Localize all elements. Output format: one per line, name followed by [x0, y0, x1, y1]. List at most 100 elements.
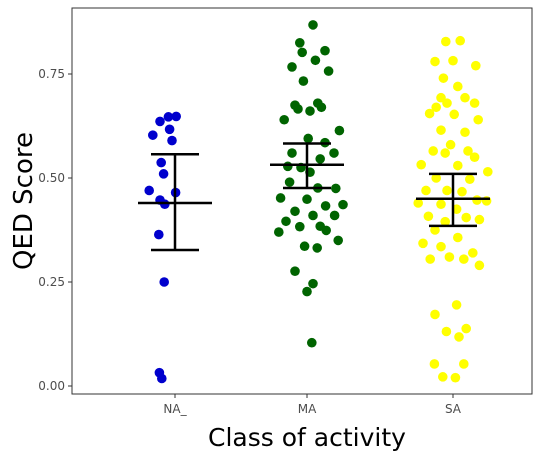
y-tick-label: 0.75: [38, 67, 65, 81]
data-point: [455, 35, 466, 46]
data-point: [453, 232, 463, 243]
data-point: [295, 38, 305, 48]
data-point: [453, 81, 463, 92]
data-point: [308, 210, 318, 221]
data-point: [329, 210, 340, 221]
data-point: [144, 185, 154, 196]
data-point: [413, 198, 424, 208]
data-point: [298, 76, 309, 86]
data-point: [461, 212, 472, 223]
data-point: [473, 114, 484, 125]
data-point: [430, 225, 440, 235]
data-point: [429, 359, 440, 369]
data-point: [440, 148, 451, 158]
data-point: [297, 47, 308, 58]
data-point: [302, 286, 312, 297]
data-point: [442, 185, 452, 196]
data-point: [275, 193, 286, 203]
data-point: [441, 326, 452, 337]
data-point: [320, 45, 330, 56]
y-axis: 0.00 0.25 0.50 0.75: [38, 67, 72, 393]
data-point: [448, 55, 458, 66]
data-point: [465, 174, 475, 185]
data-point: [460, 127, 470, 138]
data-point: [157, 373, 167, 384]
data-point: [308, 20, 318, 30]
data-point: [424, 108, 435, 119]
data-point: [416, 159, 427, 170]
data-point: [460, 92, 470, 103]
data-point: [423, 211, 434, 222]
data-point: [438, 372, 448, 382]
y-tick-label: 0.50: [38, 171, 65, 185]
data-point: [463, 146, 473, 156]
plot-panel: [71, 7, 533, 395]
data-point: [474, 260, 485, 271]
data-point: [334, 125, 345, 136]
data-point: [428, 146, 439, 156]
data-point: [431, 173, 442, 183]
data-point: [459, 254, 469, 264]
data-point: [307, 337, 317, 348]
data-point: [295, 221, 305, 232]
data-point: [293, 104, 303, 114]
data-point: [468, 248, 478, 258]
data-point: [158, 169, 169, 179]
data-point: [441, 36, 451, 47]
data-point: [469, 98, 480, 108]
data-point: [163, 112, 174, 122]
data-point: [154, 229, 164, 240]
data-point: [436, 199, 446, 210]
data-point: [445, 139, 456, 150]
data-point: [320, 201, 331, 211]
data-point: [156, 157, 166, 168]
data-point: [299, 241, 310, 252]
data-point: [430, 309, 440, 320]
y-axis-title: QED Score: [9, 132, 39, 270]
data-point: [159, 277, 169, 287]
data-point: [450, 372, 461, 383]
y-tick-label: 0.00: [38, 379, 65, 393]
data-point: [459, 359, 469, 369]
data-point: [469, 152, 480, 162]
data-point: [471, 60, 481, 71]
data-point: [155, 116, 165, 127]
data-point: [315, 154, 326, 164]
data-point: [442, 98, 452, 108]
data-point: [483, 166, 493, 177]
data-points: [144, 20, 493, 384]
x-axis: NA_ MA SA: [163, 394, 462, 416]
data-point: [283, 161, 293, 172]
data-point: [303, 133, 314, 144]
data-point: [148, 130, 158, 140]
data-point: [302, 194, 312, 205]
data-point: [287, 62, 297, 72]
data-point: [430, 56, 440, 67]
data-point: [281, 216, 291, 227]
data-point: [305, 106, 315, 116]
data-point: [457, 186, 467, 197]
data-point: [312, 243, 323, 253]
data-point: [310, 55, 321, 66]
data-point: [323, 66, 334, 76]
data-point: [431, 102, 442, 113]
y-tick-label: 0.25: [38, 275, 65, 289]
data-point: [474, 214, 485, 225]
data-point: [453, 160, 463, 171]
data-point: [287, 148, 297, 158]
data-point: [329, 148, 339, 158]
data-point: [316, 102, 327, 113]
data-point: [164, 124, 175, 135]
data-point: [315, 221, 326, 232]
data-point: [454, 332, 464, 342]
data-point: [290, 266, 300, 276]
x-tick-label: NA_: [163, 402, 187, 416]
data-point: [436, 125, 446, 135]
data-point: [274, 227, 284, 237]
data-point: [436, 241, 446, 252]
data-point: [171, 111, 181, 122]
data-point: [290, 206, 300, 217]
data-point: [444, 252, 455, 262]
data-point: [338, 199, 348, 210]
data-point: [449, 109, 460, 120]
